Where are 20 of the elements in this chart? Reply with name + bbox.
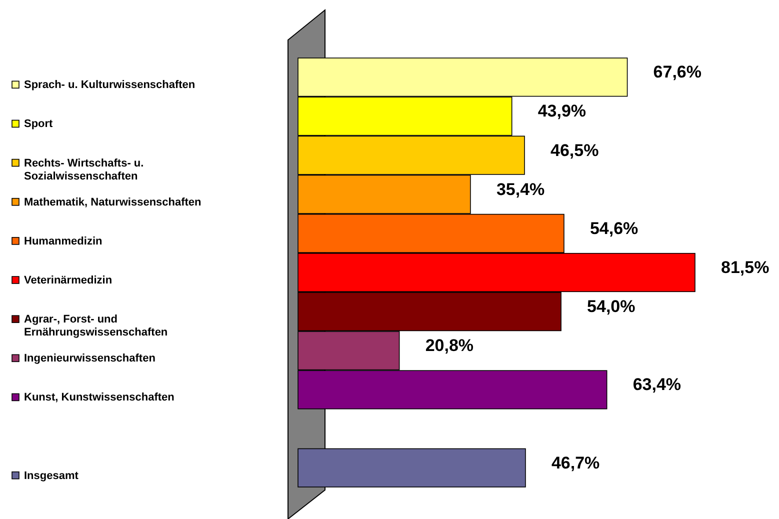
y-tick-label: Veterinärmedizin (24, 274, 112, 286)
y-tick-label: Rechts- Wirtschafts- u. Sozialwissenschaften (24, 157, 144, 182)
data-label: 43,9% (538, 102, 586, 121)
y-tick-label: Kunst, Kunstwissenschaften (24, 392, 175, 404)
data-label: 67,6% (653, 62, 702, 82)
y-tick-label: Agrar-, Forst- und Ernährungswissenschaften (24, 313, 168, 338)
y-tick-label: Mathematik, Naturwissenschaften (24, 196, 202, 208)
y-tick-label: Sport (24, 118, 54, 130)
y-tick-label: Insgesamt (24, 470, 79, 482)
data-label: 46,5% (550, 140, 599, 160)
data-label: 81,5% (721, 258, 770, 277)
y-tick-label: Ingenieurwissenschaften (24, 352, 156, 365)
y-tick-label: Sprach- u. Kulturwissenschaften (24, 79, 196, 92)
data-label: 63,4% (632, 375, 682, 394)
y-tick-label: Humanmedizin (24, 235, 103, 248)
data-label: 54,6% (590, 218, 638, 238)
data-label: 35,4% (496, 180, 545, 199)
data-label: 54,0% (587, 297, 636, 316)
data-label: 20,8% (425, 336, 474, 356)
data-label: 46,7% (551, 453, 600, 472)
